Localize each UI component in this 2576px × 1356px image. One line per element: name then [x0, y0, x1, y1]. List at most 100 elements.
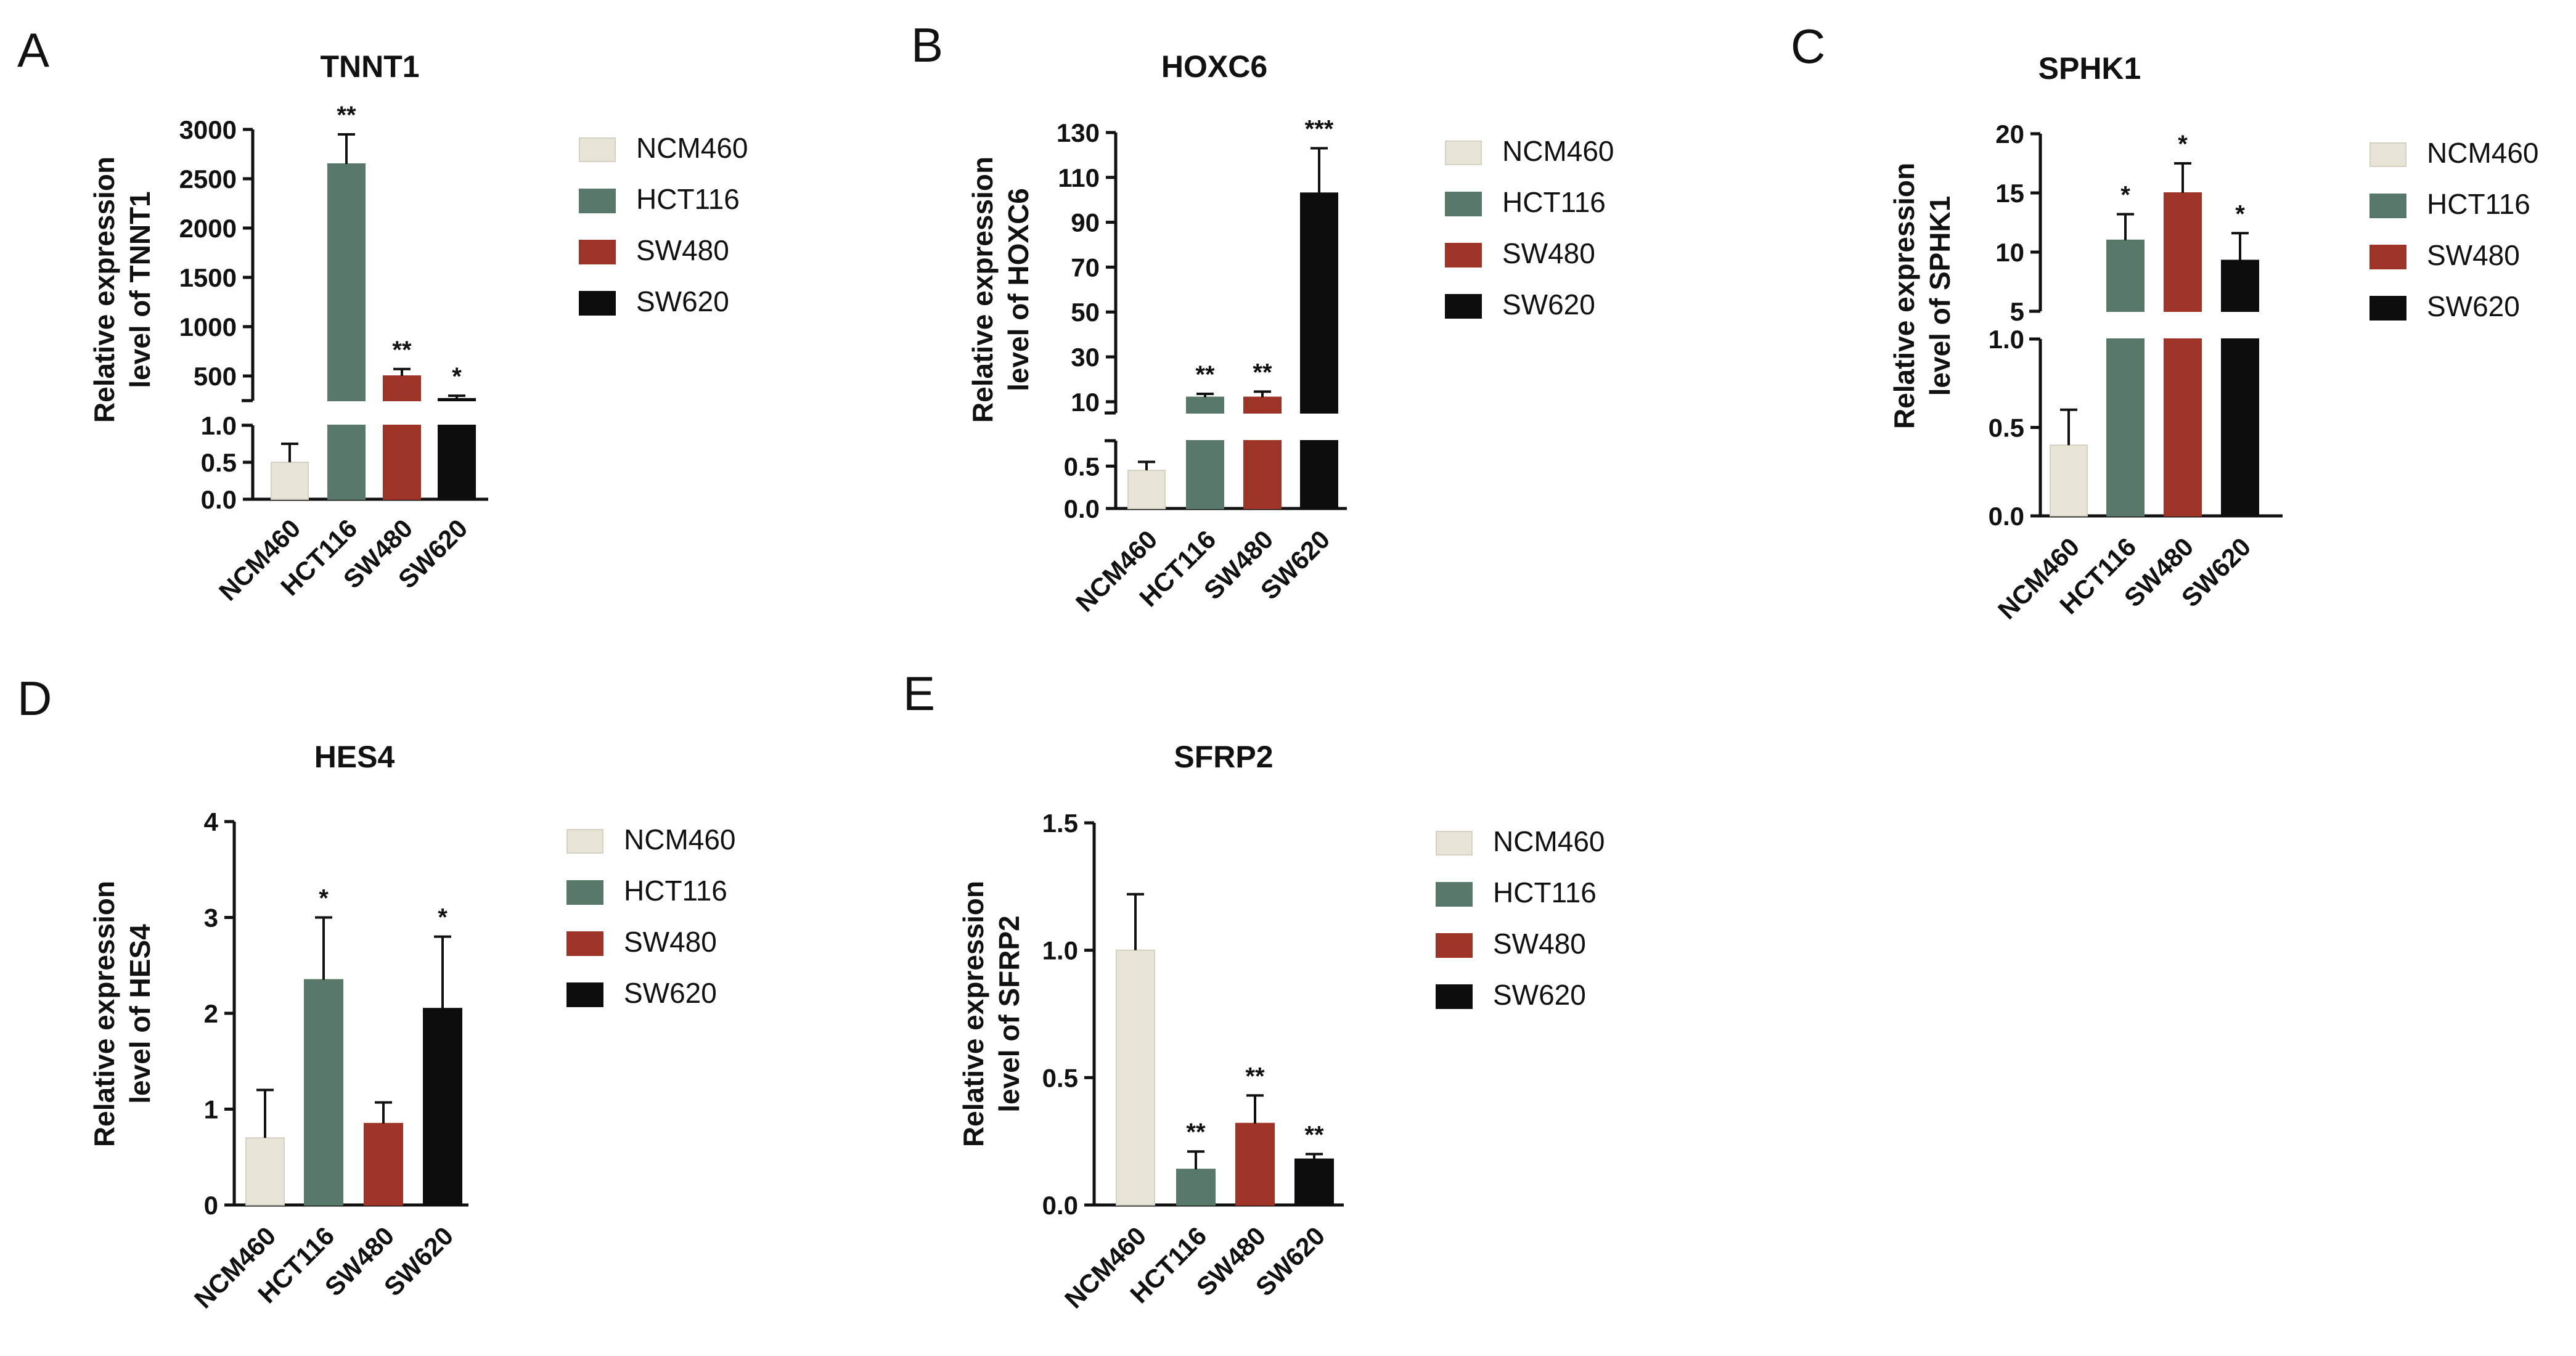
- y-axis-title-line2: level of SFRP2: [993, 915, 1025, 1113]
- y-tick-label: 10: [1071, 388, 1100, 417]
- panel-letter: E: [903, 666, 935, 721]
- legend-swatch-hct116: [566, 880, 603, 905]
- legend-label-hct116: HCT116: [1502, 186, 1606, 218]
- y-tick-label: 1500: [179, 263, 237, 292]
- y-axis-title-line1: Relative expression: [88, 157, 120, 423]
- y-tick-label: 15: [1995, 179, 2024, 208]
- legend-label-hct116: HCT116: [2427, 188, 2530, 220]
- sw480-significance: **: [1253, 359, 1272, 386]
- panel-letter: A: [17, 23, 49, 77]
- chart-title: SPHK1: [2038, 51, 2141, 86]
- sw480-significance: *: [2178, 131, 2188, 158]
- legend-swatch-sw620: [1445, 294, 1482, 319]
- y-axis-title: Relative expression level of SFRP2: [957, 881, 1025, 1147]
- y-tick-label: 0: [204, 1191, 218, 1220]
- sw480-bar-lower: [2164, 338, 2202, 517]
- chart-title: TNNT1: [320, 49, 419, 84]
- legend-label-ncm460: NCM460: [2427, 137, 2539, 169]
- hct116-significance: *: [319, 885, 329, 912]
- sw480-bar-lower: [383, 425, 421, 500]
- panel-c: C SPHK1 Relative expression level of SPHK1 0…: [1791, 19, 2539, 625]
- y-tick-label: 110: [1058, 163, 1100, 192]
- y-tick-label: 1.0: [1042, 936, 1078, 965]
- legend-swatch-ncm460: [579, 137, 616, 162]
- y-tick-label: 0.0: [1989, 502, 2024, 531]
- sw620-significance: ***: [1305, 115, 1334, 142]
- panel-e: E SFRP2 Relative expression level of SFRP2 0…: [903, 666, 1605, 1314]
- y-tick-label: 0.5: [201, 448, 237, 477]
- legend-swatch-sw620: [566, 982, 603, 1007]
- y-tick-label: 10: [1995, 238, 2024, 267]
- legend-swatch-sw480: [2370, 245, 2406, 269]
- legend-swatch-hct116: [1445, 192, 1482, 216]
- y-tick-label: 0.0: [1042, 1191, 1078, 1220]
- legend-label-ncm460: NCM460: [1493, 825, 1605, 857]
- hct116-significance: **: [1195, 361, 1215, 388]
- hct116-bar: [304, 979, 343, 1206]
- sw480-bar-upper: [1243, 396, 1282, 414]
- legend-label-hct116: HCT116: [624, 875, 727, 907]
- y-tick-label: 1.5: [1042, 809, 1078, 838]
- legend-label-sw480: SW480: [624, 926, 717, 958]
- legend-label-sw620: SW620: [2427, 290, 2520, 322]
- y-tick-label: 0.5: [1042, 1063, 1078, 1092]
- y-axis-title-line1: Relative expression: [957, 881, 989, 1147]
- hct116-significance: **: [1186, 1119, 1206, 1146]
- legend-swatch-sw480: [1436, 933, 1473, 958]
- y-axis-title: Relative expression level of HES4: [88, 881, 156, 1147]
- legend-label-sw480: SW480: [636, 234, 729, 266]
- y-tick-label: 0.0: [201, 485, 237, 514]
- panel-a: A TNNT1 Relative expression level of TNNT1 0…: [17, 23, 748, 607]
- legend-swatch-ncm460: [2370, 142, 2406, 167]
- sw620-significance: *: [2235, 200, 2245, 227]
- panel-letter: C: [1791, 19, 1825, 73]
- chart-title: HES4: [314, 740, 395, 774]
- y-axis-title: Relative expression level of HOXC6: [967, 157, 1034, 423]
- hct116-bar-upper: [2106, 239, 2145, 312]
- y-axis-title: Relative expression level of TNNT1: [88, 157, 156, 423]
- ncm460-bar: [2050, 444, 2088, 517]
- legend-swatch-sw480: [579, 240, 616, 264]
- y-axis-title-line1: Relative expression: [1888, 163, 1920, 429]
- y-axis-title-line2: level of TNNT1: [124, 191, 156, 388]
- legend-swatch-sw620: [579, 291, 616, 316]
- hct116-bar-lower: [2106, 338, 2145, 517]
- y-tick-label: 1: [204, 1095, 218, 1124]
- legend-swatch-hct116: [1436, 882, 1473, 907]
- hct116-bar-lower: [327, 425, 366, 500]
- hct116-bar: [1176, 1169, 1216, 1206]
- sw620-bar-lower: [438, 425, 476, 500]
- legend-label-sw480: SW480: [1502, 237, 1595, 269]
- y-tick-label: 5: [2010, 297, 2024, 326]
- legend-label-sw480: SW480: [1493, 928, 1586, 960]
- sw620-bar-upper: [1300, 192, 1338, 414]
- sw620-bar-upper: [2221, 259, 2259, 312]
- sw480-bar-lower: [1243, 440, 1282, 509]
- sw620-significance: *: [452, 363, 462, 390]
- chart-title: SFRP2: [1174, 740, 1273, 774]
- y-tick-label: 0.0: [1064, 494, 1100, 523]
- sw480-significance: **: [1245, 1063, 1265, 1090]
- y-axis-title: Relative expression level of SPHK1: [1888, 163, 1956, 429]
- hct116-bar-upper: [327, 163, 366, 401]
- panel-b: B HOXC6 Relative expression level of HOXC6 0…: [911, 18, 1614, 618]
- legend-label-ncm460: NCM460: [624, 823, 736, 856]
- y-tick-label: 0.5: [1989, 414, 2024, 443]
- sw620-bar-upper: [438, 398, 476, 401]
- sw620-significance: *: [438, 904, 448, 931]
- y-tick-label: 90: [1071, 208, 1100, 237]
- legend-swatch-sw620: [2370, 296, 2406, 321]
- y-axis-title-line2: level of HES4: [124, 924, 156, 1104]
- ncm460-bar: [245, 1137, 285, 1206]
- sw620-bar: [1294, 1158, 1334, 1206]
- legend-label-hct116: HCT116: [636, 183, 740, 215]
- legend-swatch-ncm460: [1445, 141, 1482, 165]
- sw480-bar-upper: [383, 375, 421, 401]
- ncm460-bar: [1116, 949, 1155, 1206]
- legend-label-hct116: HCT116: [1493, 876, 1597, 909]
- y-tick-label: 50: [1071, 298, 1100, 327]
- hct116-significance: **: [337, 102, 356, 129]
- legend-label-ncm460: NCM460: [1502, 135, 1614, 167]
- legend-label-sw620: SW620: [636, 285, 729, 317]
